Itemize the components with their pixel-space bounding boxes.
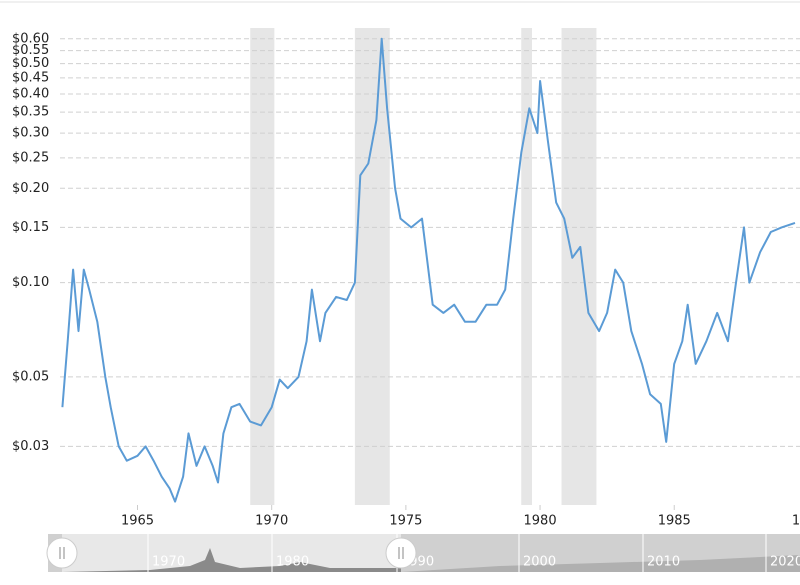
handle-knob[interactable] [385, 537, 417, 569]
navigator: 1970 1980 1990 2000 2010 2020 [46, 534, 800, 572]
x-tick-label: 1985 [658, 514, 691, 529]
navigator-label: 1970 [152, 555, 185, 570]
y-tick-label: $0.35 [12, 105, 49, 120]
plot: $0.03 $0.05 $0.10 $0.15 $0.20 $0.25 $0.30 $0.35… [12, 28, 800, 529]
x-tick-label: 1965 [121, 514, 154, 529]
handle-knob[interactable] [46, 537, 78, 569]
navigator-handle[interactable] [385, 537, 417, 569]
navigator-label: 2010 [647, 555, 680, 570]
y-tick-label: $0.30 [12, 126, 49, 141]
y-tick-label: $0.03 [12, 439, 49, 454]
y-tick-label: $0.50 [12, 56, 49, 71]
navigator-silhouette [62, 548, 401, 572]
x-tick-label: 1990 [792, 514, 800, 529]
x-tick-label: 1970 [255, 514, 288, 529]
y-tick-label: $0.10 [12, 275, 49, 290]
y-tick-label: $0.05 [12, 369, 49, 384]
x-tick-label: 1975 [389, 514, 422, 529]
recession-band [354, 28, 390, 505]
y-tick-label: $0.25 [12, 150, 49, 165]
recession-band [561, 28, 597, 505]
navigator-selection [62, 534, 401, 572]
y-tick-label: $0.55 [12, 43, 49, 58]
navigator-silhouette [401, 555, 800, 572]
price-line [61, 37, 796, 503]
y-tick-label: $0.60 [12, 31, 49, 46]
navigator-label: 1980 [276, 555, 309, 570]
recession-band [250, 28, 275, 505]
y-tick-label: $0.45 [12, 70, 49, 85]
navigator-label: 2020 [770, 555, 800, 570]
y-tick-label: $0.20 [12, 181, 49, 196]
x-tick-label: 1980 [524, 514, 557, 529]
y-tick-label: $0.40 [12, 86, 49, 101]
y-tick-label: $0.15 [12, 220, 49, 235]
recession-band [521, 28, 533, 505]
navigator-handle[interactable] [46, 537, 78, 569]
navigator-label: 2000 [523, 555, 556, 570]
